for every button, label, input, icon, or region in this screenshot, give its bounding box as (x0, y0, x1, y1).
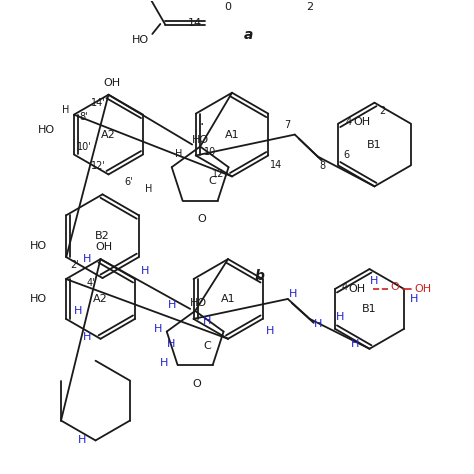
Text: HO: HO (30, 294, 47, 304)
Text: A1: A1 (225, 129, 239, 139)
Text: H: H (336, 312, 344, 322)
Text: C: C (203, 341, 211, 351)
Text: 2: 2 (306, 2, 313, 12)
Text: A2: A2 (101, 129, 116, 139)
Text: 14': 14' (91, 98, 106, 108)
Text: O: O (391, 282, 399, 292)
Text: H: H (351, 339, 360, 349)
Text: HO: HO (38, 125, 55, 135)
Text: 0: 0 (225, 2, 231, 12)
Text: OH: OH (354, 117, 371, 127)
Text: 6': 6' (124, 177, 133, 187)
Text: H: H (174, 149, 182, 159)
Text: B2: B2 (95, 231, 110, 241)
Text: A2: A2 (93, 294, 108, 304)
Text: 12: 12 (212, 169, 224, 180)
Text: 2': 2' (70, 260, 79, 270)
Text: H: H (203, 316, 212, 326)
Text: OH: OH (414, 284, 431, 294)
Text: 6: 6 (343, 151, 349, 161)
Text: H: H (289, 289, 297, 299)
Text: 10: 10 (204, 146, 216, 156)
Text: 4: 4 (342, 282, 348, 292)
Text: H: H (82, 254, 91, 264)
Text: OH: OH (348, 284, 365, 294)
Text: A1: A1 (221, 294, 236, 304)
Text: O: O (193, 379, 201, 389)
Text: H: H (154, 324, 163, 334)
Text: H: H (410, 294, 418, 304)
Text: OH: OH (95, 242, 112, 252)
Text: H: H (62, 105, 70, 115)
Text: 10': 10' (77, 142, 91, 152)
Text: OH: OH (103, 78, 120, 88)
Text: 8: 8 (319, 162, 326, 172)
Text: H: H (159, 358, 168, 368)
Text: 4': 4' (86, 278, 95, 288)
Text: B1: B1 (367, 139, 382, 149)
Text: H: H (166, 338, 175, 348)
Text: C: C (208, 176, 216, 186)
Text: b: b (255, 269, 265, 283)
Text: HO: HO (192, 135, 210, 145)
Text: 4: 4 (345, 117, 351, 127)
Text: ·: · (200, 118, 204, 132)
Text: H: H (313, 319, 322, 329)
Text: H: H (145, 184, 152, 194)
Text: B1: B1 (362, 304, 377, 314)
Text: H: H (168, 300, 176, 310)
Text: 8': 8' (80, 112, 88, 122)
Text: H: H (77, 436, 86, 446)
Text: a: a (243, 28, 253, 42)
Text: 12': 12' (91, 162, 106, 172)
Text: 7: 7 (283, 119, 290, 129)
Text: H: H (82, 332, 91, 342)
Text: H: H (266, 326, 275, 336)
Text: H: H (370, 276, 379, 286)
Text: H: H (74, 306, 82, 316)
Text: HO: HO (190, 298, 207, 308)
Text: 2: 2 (379, 106, 385, 116)
Text: H: H (141, 266, 149, 276)
Text: 14: 14 (188, 18, 202, 28)
Text: HO: HO (132, 35, 149, 45)
Text: HO: HO (30, 241, 47, 251)
Text: O: O (198, 214, 207, 224)
Text: 14: 14 (270, 161, 283, 171)
